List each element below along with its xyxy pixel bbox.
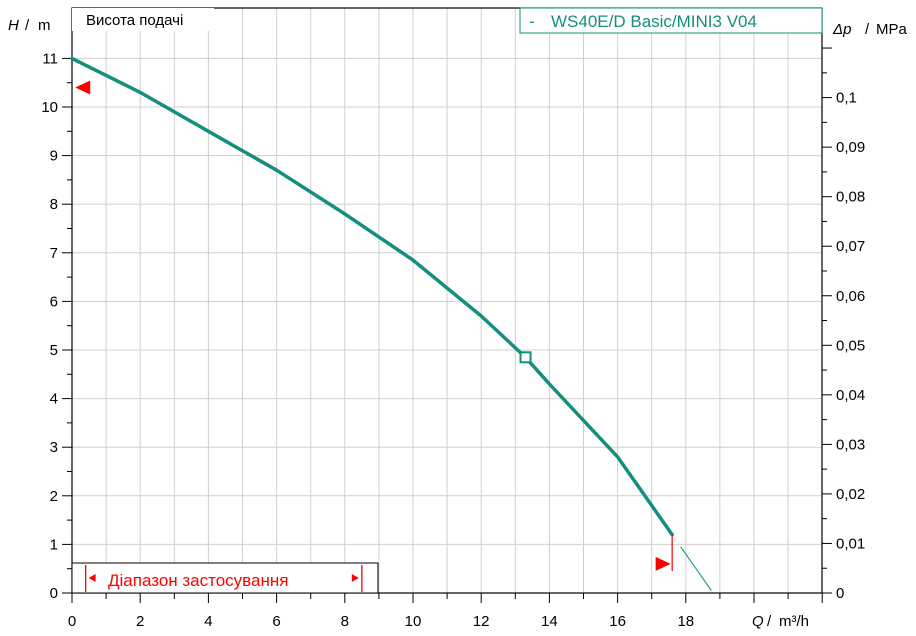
x-tick-label: 18 (677, 613, 694, 630)
application-range (84, 565, 363, 592)
x-tick-label: 2 (136, 613, 144, 630)
right-axis-symbol: Δp (832, 21, 851, 38)
x-tick-label: 4 (204, 613, 212, 630)
title-box (72, 8, 214, 31)
left-tick-label: 4 (50, 391, 58, 408)
left-axis-unit: m (38, 17, 51, 34)
left-tick-label: 0 (50, 585, 58, 602)
left-tick-label: 7 (50, 245, 58, 262)
x-axis-slash: / (767, 613, 772, 630)
right-tick-label: 0,09 (836, 139, 865, 156)
x-tick-label: 12 (473, 613, 490, 630)
right-tick-label: 0,07 (836, 238, 865, 255)
operating-point-marker (519, 351, 532, 364)
right-axis-unit: MPa (876, 21, 908, 38)
left-tick-label: 10 (41, 99, 58, 116)
legend-box (519, 7, 823, 34)
range-start-arrow (88, 574, 96, 582)
grid (72, 8, 822, 593)
right-axis-slash: / (865, 21, 870, 38)
pump-curve-line (70, 56, 674, 537)
right-tick-label: 0,06 (836, 288, 865, 305)
right-tick-label: 0,05 (836, 337, 865, 354)
x-tick-label: 6 (272, 613, 280, 630)
x-axis: 0 2 4 6 8 10 12 14 16 18 (68, 593, 823, 630)
legend-series-name: WS40E/D Basic/MINI3 V04 (551, 12, 757, 31)
x-tick-label: 16 (609, 613, 626, 630)
left-axis-symbol: H (8, 17, 19, 34)
right-tick-label: 0,08 (836, 189, 865, 206)
right-tick-label: 0,01 (836, 535, 865, 552)
x-axis-unit: m³/h (779, 613, 809, 630)
range-box (71, 562, 379, 594)
max-flow-marker (655, 556, 671, 571)
left-tick-label: 1 (50, 536, 58, 553)
x-axis-symbol: Q (752, 613, 764, 630)
legend-prefix: - (529, 12, 535, 31)
range-end-arrow (351, 574, 359, 582)
left-tick-label: 6 (50, 293, 58, 310)
left-tick-label: 8 (50, 196, 58, 213)
x-tick-label: 10 (405, 613, 422, 630)
max-head-marker (75, 80, 91, 95)
left-axis-slash: / (25, 17, 30, 34)
x-tick-label: 14 (541, 613, 558, 630)
left-tick-label: 9 (50, 148, 58, 165)
curve-layer (70, 56, 712, 591)
left-axis: 0 1 2 3 4 5 6 7 8 9 10 11 (41, 50, 72, 602)
left-tick-label: 11 (42, 50, 58, 67)
curve-extension-line (680, 546, 712, 591)
left-tick-label: 5 (50, 342, 58, 359)
range-label: Діапазон застосування (108, 571, 288, 590)
left-tick-label: 3 (50, 439, 58, 456)
right-tick-label: 0,1 (836, 90, 857, 107)
left-tick-label: 2 (50, 488, 58, 505)
right-tick-label: 0,02 (836, 486, 865, 503)
right-tick-label: 0,04 (836, 387, 865, 404)
x-tick-label: 0 (68, 613, 76, 630)
chart-title: Висота подачі (86, 12, 183, 29)
right-axis: 0 0,01 0,02 0,03 0,04 0,05 0,06 0,07 0,08 0,09 0,1 (822, 47, 865, 602)
right-tick-label: 0 (836, 585, 844, 602)
right-tick-label: 0,03 (836, 436, 865, 453)
x-tick-label: 8 (341, 613, 349, 630)
